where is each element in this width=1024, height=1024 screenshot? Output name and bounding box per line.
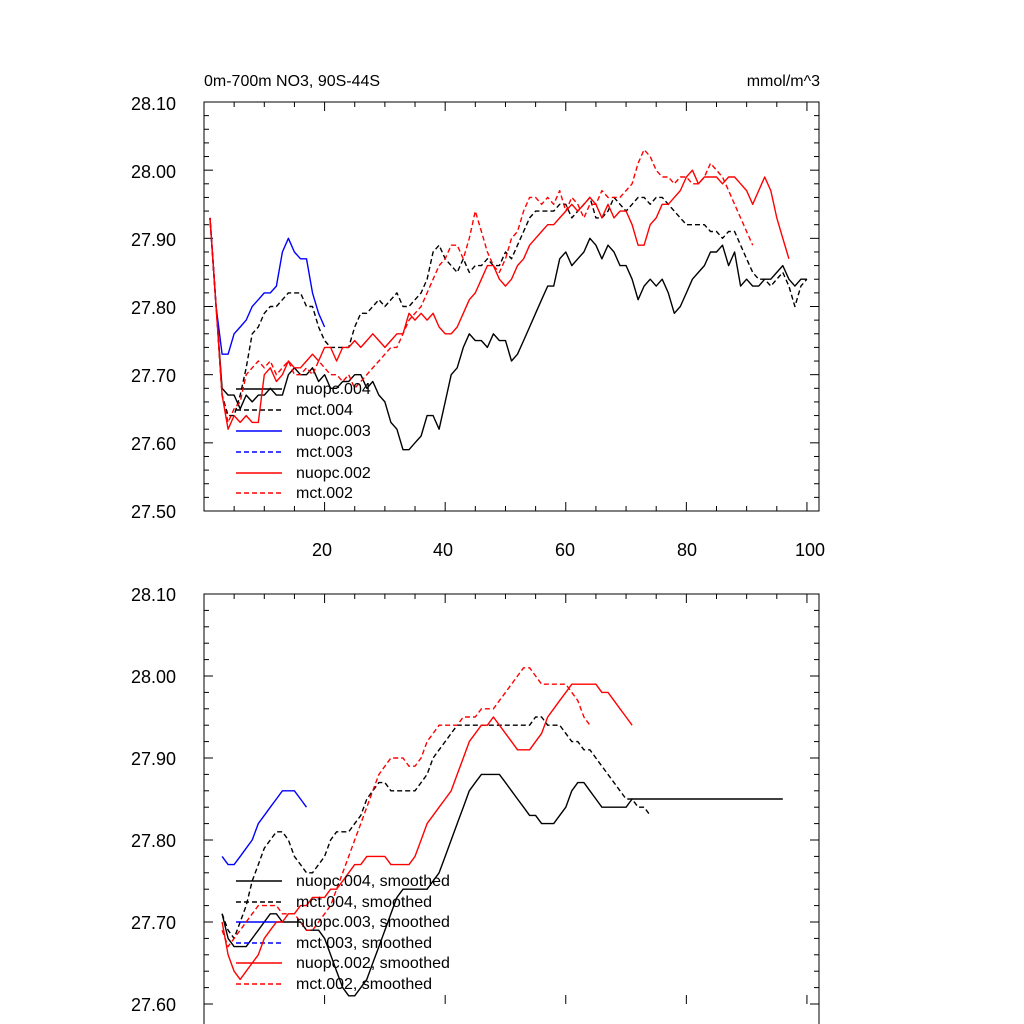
top-series-group: [209, 148, 808, 494]
bottom-series-group: [221, 667, 783, 997]
series-line-nuopc-003: [209, 217, 326, 355]
legend-label: nuopc.004, smoothed: [296, 873, 450, 890]
top-x-tick-labels: 20 40 60 80 100: [312, 540, 825, 560]
series-line-nuopc-002: [209, 169, 790, 430]
bottom-panel: 27.60 27.70 27.80 27.90 28.00 28.10 nuop…: [131, 585, 820, 1024]
series-line-mct-004: [209, 196, 808, 417]
top-panel: 0m-700m NO3, 90S-44S mmol/m^3 27.50 27.6…: [131, 73, 825, 560]
x-tick-label: 40: [433, 540, 453, 560]
legend-label: mct.003: [296, 444, 353, 461]
y-tick-label: 27.90: [131, 749, 176, 769]
series-line-nuopc-004-smoothed: [221, 773, 783, 997]
bottom-plot-frame: [203, 593, 820, 1024]
legend-label: nuopc.003: [296, 423, 371, 440]
y-tick-label: 27.70: [131, 913, 176, 933]
y-tick-label: 28.10: [131, 94, 176, 114]
y-tick-label: 28.00: [131, 667, 176, 687]
x-tick-label: 100: [795, 540, 825, 560]
series-line-mct-002-smoothed: [221, 667, 591, 948]
bottom-y-tick-labels: 27.60 27.70 27.80 27.90 28.00 28.10: [131, 585, 176, 1015]
y-tick-label: 27.60: [131, 995, 176, 1015]
series-line-nuopc-003-smoothed: [221, 790, 308, 866]
series-line-mct-004-smoothed: [221, 716, 651, 940]
top-title-left: 0m-700m NO3, 90S-44S: [204, 73, 380, 90]
legend-label: mct.004: [296, 402, 353, 419]
y-tick-label: 27.70: [131, 366, 176, 386]
series-line-mct-002: [209, 148, 754, 424]
y-tick-label: 27.80: [131, 298, 176, 318]
y-tick-label: 27.60: [131, 434, 176, 454]
legend-label: mct.003, smoothed: [296, 935, 432, 952]
top-axis-ticks: [204, 101, 819, 512]
bottom-legend: nuopc.004, smoothed mct.004, smoothed nu…: [296, 873, 450, 993]
y-tick-label: 27.80: [131, 831, 176, 851]
legend-label: mct.002, smoothed: [296, 976, 432, 993]
legend-label: mct.004, smoothed: [296, 894, 432, 911]
x-tick-label: 60: [555, 540, 575, 560]
legend-label: nuopc.004: [296, 381, 371, 398]
y-tick-label: 28.00: [131, 162, 176, 182]
bottom-axis-ticks: [204, 593, 819, 1005]
legend-label: nuopc.002: [296, 465, 371, 482]
y-tick-label: 27.90: [131, 230, 176, 250]
x-tick-label: 80: [677, 540, 697, 560]
top-legend: nuopc.004 mct.004 nuopc.003 mct.003 nuop…: [296, 381, 371, 502]
legend-label: nuopc.002, smoothed: [296, 955, 450, 972]
legend-label: nuopc.003, smoothed: [296, 914, 450, 931]
legend-label: mct.002: [296, 485, 353, 502]
y-tick-label: 28.10: [131, 585, 176, 605]
top-title-right: mmol/m^3: [747, 73, 820, 90]
top-y-tick-labels: 27.50 27.60 27.70 27.80 27.90 28.00 28.1…: [131, 94, 176, 522]
y-tick-label: 27.50: [131, 502, 176, 522]
x-tick-label: 20: [312, 540, 332, 560]
